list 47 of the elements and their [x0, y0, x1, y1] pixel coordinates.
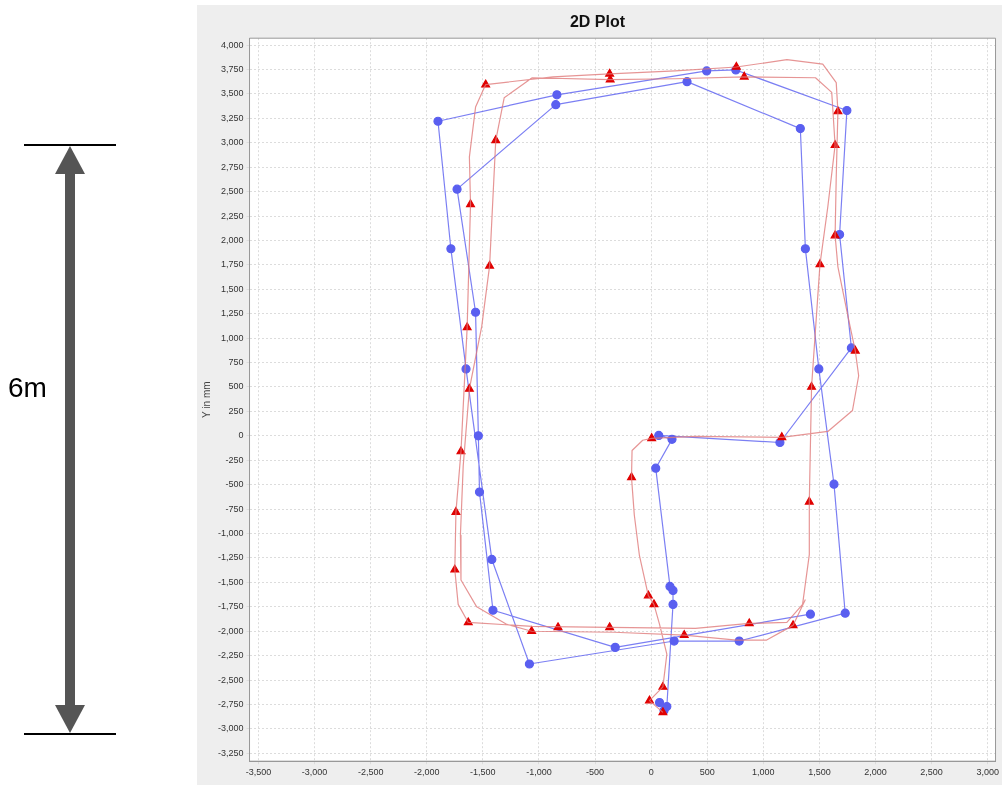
x-tick-label: 1,000: [752, 767, 775, 778]
y-tick-label: 2,250: [220, 210, 244, 221]
y-tick-label: -250: [225, 454, 244, 465]
x-tick-label: -500: [586, 767, 605, 778]
x-tick-label: 2,500: [920, 767, 943, 778]
y-tick-label: 3,250: [220, 112, 244, 123]
y-tick-label: 750: [228, 357, 244, 368]
y-tick-label: 3,500: [220, 88, 244, 99]
x-tick-label: -3,500: [245, 767, 272, 778]
y-tick-label: -1,250: [217, 552, 244, 563]
y-tick-label: -3,250: [217, 747, 244, 758]
x-tick-label: 2,000: [864, 767, 887, 778]
y-tick-label: 2,500: [220, 186, 244, 197]
y-tick-label: -500: [225, 479, 244, 490]
y-tick-label: 3,000: [220, 137, 244, 148]
y-tick-label: -2,250: [217, 650, 244, 661]
chart-title: 2D Plot: [569, 13, 626, 31]
y-tick-label: -1,500: [217, 576, 244, 587]
x-tick-label: -1,500: [470, 767, 496, 778]
x-tick-label: -2,000: [414, 767, 440, 778]
y-tick-label: 2,000: [220, 234, 244, 245]
y-tick-label: -1,750: [217, 601, 244, 612]
x-tick-label: 1,500: [808, 767, 831, 778]
x-tick-label: 500: [699, 767, 715, 778]
x-tick-label: -2,500: [357, 767, 384, 778]
y-tick-label: 1,000: [220, 332, 244, 343]
y-tick-label: 4,000: [220, 39, 244, 50]
x-tick-label: -1,000: [526, 767, 552, 778]
x-tick-label: 0: [648, 767, 654, 778]
y-tick-label: 250: [228, 405, 244, 416]
y-tick-label: -2,500: [217, 674, 244, 685]
text: 6m: [8, 372, 47, 404]
y-tick-label: 0: [238, 430, 244, 441]
y-tick-label: 1,250: [220, 308, 244, 319]
y-tick-label: -3,000: [217, 723, 244, 734]
y-axis-title: Y in mm: [200, 381, 212, 418]
y-tick-label: -750: [225, 503, 244, 514]
y-tick-label: -1,000: [217, 528, 244, 539]
y-tick-label: 500: [228, 381, 244, 392]
y-tick-label: -2,750: [217, 699, 244, 710]
y-tick-label: -2,000: [217, 625, 244, 636]
y-tick-label: 1,750: [220, 259, 244, 270]
y-tick-label: 1,500: [220, 283, 244, 294]
y-tick-label: 3,750: [220, 63, 244, 74]
x-tick-label: -3,000: [301, 767, 328, 778]
x-tick-label: 3,000: [976, 767, 999, 778]
y-tick-label: 2,750: [220, 161, 244, 172]
